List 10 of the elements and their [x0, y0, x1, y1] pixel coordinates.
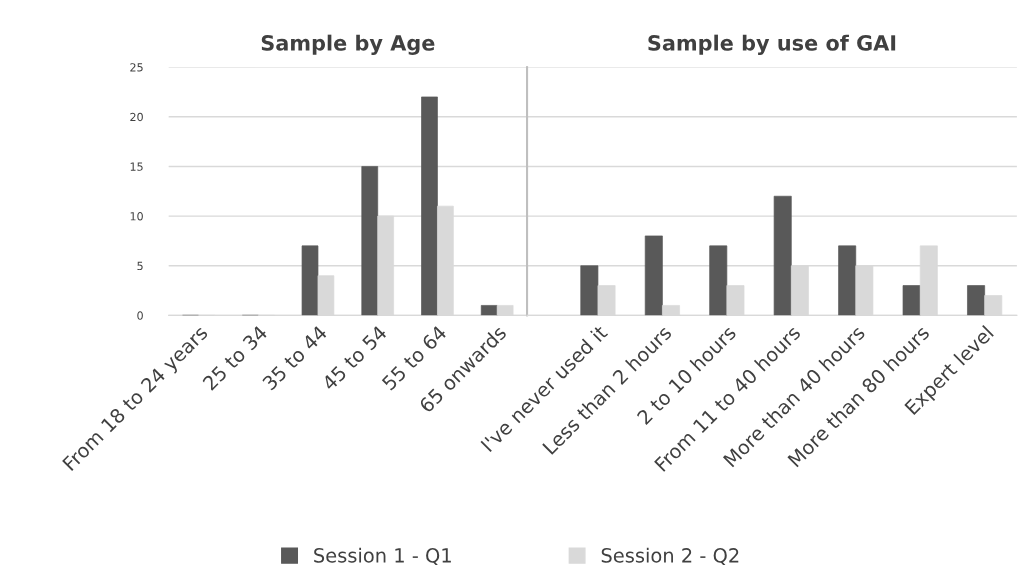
- y-tick-label: 25: [130, 63, 143, 72]
- y-tick-label: 10: [130, 212, 143, 221]
- y-tick-label: 15: [130, 162, 143, 171]
- y-tick-label: 20: [130, 112, 143, 122]
- y-tick-label: 0: [137, 311, 143, 320]
- legend-label: Session 1 - Q1: [314, 547, 451, 565]
- y-tick-label: 5: [137, 261, 143, 271]
- legend-label: Session 2 - Q2: [601, 547, 739, 565]
- chart-title: Sample by use of GAI: [648, 34, 896, 55]
- chart-title: Sample by Age: [261, 34, 435, 55]
